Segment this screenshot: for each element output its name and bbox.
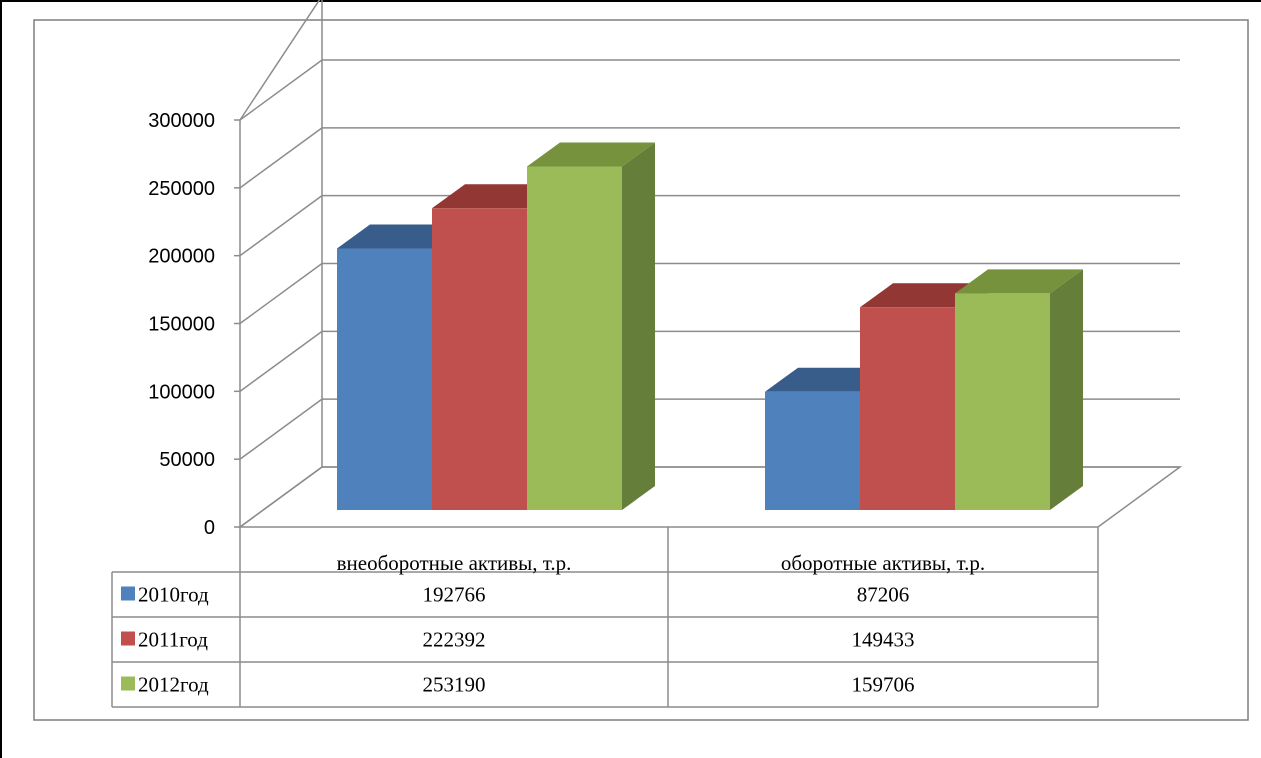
gridline-diagonal [239, 262, 323, 325]
y-tick-label: 50000 [159, 449, 215, 471]
gridline-diagonal [239, 195, 323, 257]
series-label: 2012год [138, 673, 209, 697]
gridline-diagonal [239, 59, 323, 121]
bars [337, 142, 1083, 511]
category-label: оборотные активы, т.р. [781, 551, 985, 575]
bar-side [622, 142, 655, 511]
table-cell: 222392 [423, 628, 486, 652]
gridline-diagonal-top [239, 0, 321, 121]
table-cell: 149433 [852, 628, 915, 652]
y-tick-label: 0 [204, 517, 215, 539]
bar-group [527, 142, 655, 511]
y-tick-label: 200000 [148, 246, 215, 268]
data-table: внеоборотные активы, т.р. оборотные актив… [111, 527, 1099, 708]
table-cell: 87206 [857, 583, 910, 607]
gridline-diagonal [239, 398, 323, 460]
y-tick-label: 100000 [148, 381, 215, 403]
table-cell: 159706 [852, 673, 915, 697]
bar-group [955, 269, 1083, 510]
bar [337, 248, 432, 511]
y-axis-ticks: 0 50000 100000 150000 200000 250000 300000 [148, 110, 215, 539]
y-tick-label: 150000 [148, 314, 215, 336]
table-cell: 192766 [423, 583, 486, 607]
bar-top [527, 142, 655, 167]
bar-side [1050, 269, 1083, 510]
bar [527, 166, 622, 511]
bar-top [955, 269, 1083, 294]
bar [432, 208, 527, 510]
y-tick-label: 300000 [148, 110, 215, 132]
series-label: 2011год [138, 628, 208, 652]
table-cell: 253190 [423, 673, 486, 697]
legend-key [121, 631, 135, 646]
bar [955, 293, 1050, 510]
series-label: 2010год [138, 583, 209, 607]
gridline-diagonal [239, 330, 323, 392]
legend-key [121, 586, 135, 601]
gridline-diagonal [239, 466, 323, 528]
legend-key [121, 676, 135, 691]
bar [860, 307, 955, 510]
bar [765, 391, 860, 510]
y-tick-label: 250000 [148, 178, 215, 200]
gridline-diagonal [239, 127, 323, 189]
category-label: внеоборотные активы, т.р. [337, 551, 572, 575]
